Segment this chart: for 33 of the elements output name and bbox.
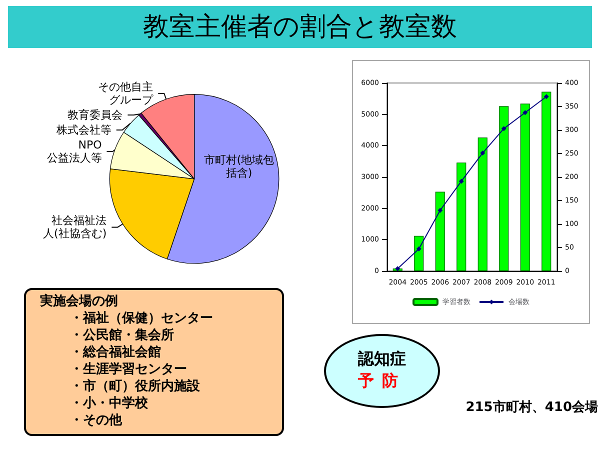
bar bbox=[542, 92, 552, 271]
point bbox=[438, 208, 443, 213]
bar bbox=[499, 106, 509, 271]
text: 215市町村、410会場 bbox=[466, 398, 598, 416]
slice-label: 株式会社等 bbox=[55, 123, 112, 136]
chart-title: 教室主催者の割合と教室数 bbox=[8, 6, 592, 48]
text: ・生涯学習センター bbox=[69, 361, 188, 378]
point bbox=[416, 246, 422, 252]
text: ・福祉（保健）センター bbox=[69, 310, 214, 327]
slice-label: 社会福祉法人(社協含む) bbox=[43, 214, 107, 240]
text: 予防 bbox=[357, 370, 407, 392]
text: ・その他 bbox=[69, 412, 124, 429]
slice-label: 市町村(地域包括含) bbox=[204, 153, 274, 180]
bar bbox=[414, 236, 424, 271]
text: ・公民館・集会所 bbox=[69, 327, 175, 344]
point bbox=[480, 150, 486, 156]
bar bbox=[520, 104, 530, 271]
bar bbox=[435, 192, 445, 271]
text: 認知症 bbox=[356, 348, 407, 370]
text: 実施会場の例 bbox=[40, 293, 119, 310]
bar bbox=[456, 162, 466, 271]
slice-label: 教育委員会 bbox=[68, 108, 123, 122]
point bbox=[458, 178, 464, 184]
point bbox=[395, 266, 400, 272]
point bbox=[522, 110, 528, 116]
slice-label: その他自主グループ bbox=[98, 80, 154, 106]
text: ・市（町）役所内施設 bbox=[69, 378, 201, 395]
text: ・総合福祉会館 bbox=[69, 344, 162, 361]
point bbox=[544, 94, 549, 100]
text: ・小・中学校 bbox=[69, 395, 149, 412]
slice-label: NPO 公益法人等 bbox=[46, 138, 102, 164]
bar bbox=[478, 138, 488, 271]
point bbox=[501, 126, 506, 132]
